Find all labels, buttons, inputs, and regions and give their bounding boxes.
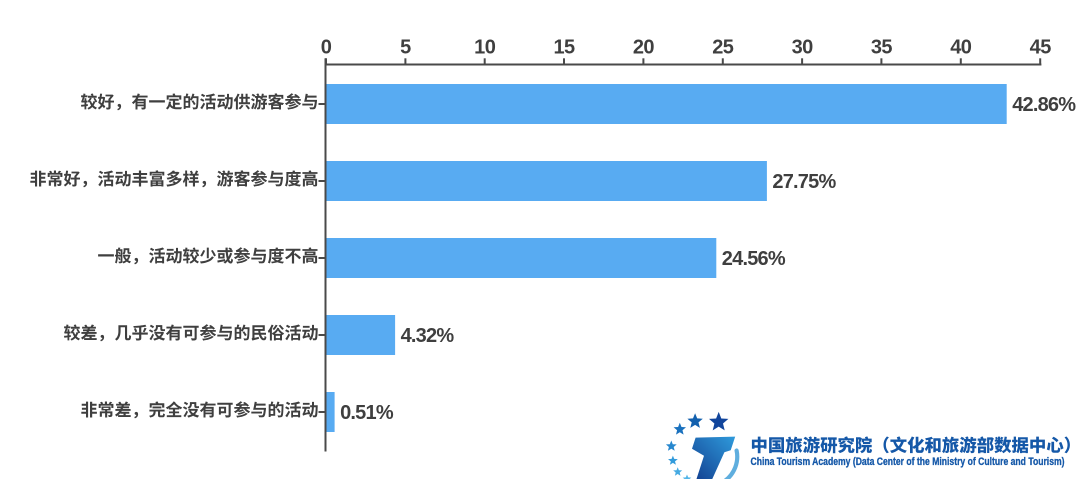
- svg-text:5: 5: [400, 37, 411, 59]
- svg-text:20: 20: [633, 37, 655, 59]
- svg-text:35: 35: [871, 37, 893, 59]
- svg-text:27.75%: 27.75%: [772, 171, 836, 193]
- svg-text:China Tourism Academy (Data Ce: China Tourism Academy (Data Center of th…: [751, 456, 1065, 468]
- svg-text:24.56%: 24.56%: [722, 248, 786, 270]
- svg-text:42.86%: 42.86%: [1012, 94, 1076, 116]
- svg-text:30: 30: [792, 37, 814, 59]
- svg-text:25: 25: [712, 37, 734, 59]
- svg-text:4.32%: 4.32%: [401, 325, 455, 347]
- svg-text:0: 0: [321, 37, 332, 59]
- svg-text:40: 40: [950, 37, 972, 59]
- svg-text:15: 15: [553, 37, 575, 59]
- svg-text:45: 45: [1030, 37, 1052, 59]
- svg-text:0.51%: 0.51%: [340, 402, 394, 424]
- svg-text:10: 10: [474, 37, 496, 59]
